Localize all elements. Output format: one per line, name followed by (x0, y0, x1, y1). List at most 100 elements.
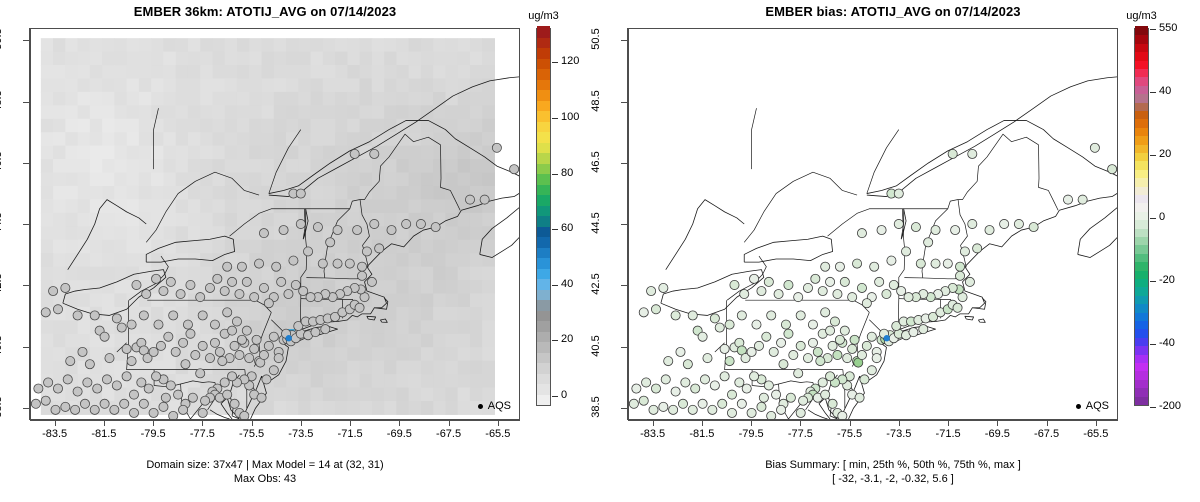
aqs-site-marker[interactable] (866, 331, 877, 342)
aqs-site-marker[interactable] (219, 377, 230, 388)
aqs-site-marker[interactable] (344, 258, 355, 269)
aqs-site-marker[interactable] (888, 280, 899, 290)
aqs-site-marker[interactable] (195, 368, 206, 379)
aqs-site-marker[interactable] (984, 225, 995, 236)
aqs-site-marker[interactable] (651, 383, 661, 394)
aqs-site-marker[interactable] (168, 410, 179, 419)
aqs-site-marker[interactable] (700, 374, 710, 385)
aqs-site-marker[interactable] (825, 325, 836, 336)
aqs-site-marker[interactable] (763, 276, 774, 287)
aqs-site-marker[interactable] (629, 398, 639, 409)
aqs-site-marker[interactable] (773, 289, 784, 300)
aqs-site-marker[interactable] (660, 374, 671, 385)
aqs-site-marker[interactable] (910, 222, 921, 233)
aqs-site-marker[interactable] (293, 321, 304, 332)
aqs-site-marker[interactable] (923, 237, 934, 248)
aqs-site-marker[interactable] (825, 276, 836, 287)
aqs-site-marker[interactable] (142, 353, 153, 364)
aqs-site-marker[interactable] (646, 286, 657, 297)
aqs-site-marker[interactable] (217, 356, 228, 367)
aqs-site-marker[interactable] (896, 286, 907, 297)
aqs-site-marker[interactable] (479, 194, 490, 205)
aqs-site-marker[interactable] (874, 276, 885, 287)
aqs-site-marker[interactable] (121, 343, 132, 354)
aqs-site-marker[interactable] (236, 334, 247, 345)
aqs-site-marker[interactable] (771, 389, 782, 400)
aqs-site-marker[interactable] (854, 392, 865, 403)
aqs-site-marker[interactable] (244, 353, 255, 364)
aqs-site-marker[interactable] (837, 410, 848, 419)
aqs-site-marker[interactable] (136, 377, 147, 388)
aqs-site-marker[interactable] (330, 311, 341, 322)
aqs-site-marker[interactable] (197, 340, 208, 351)
aqs-site-marker[interactable] (663, 356, 674, 367)
aqs-site-marker[interactable] (195, 292, 206, 303)
map-plot-bias[interactable]: AQS (628, 28, 1118, 420)
aqs-site-marker[interactable] (261, 374, 272, 385)
aqs-site-marker[interactable] (151, 371, 162, 382)
aqs-site-marker[interactable] (168, 310, 179, 321)
aqs-site-marker[interactable] (234, 350, 245, 361)
aqs-site-marker[interactable] (631, 383, 642, 394)
aqs-site-marker[interactable] (918, 324, 929, 335)
aqs-site-marker[interactable] (891, 321, 902, 332)
aqs-site-marker[interactable] (1063, 194, 1073, 205)
aqs-site-marker[interactable] (847, 343, 858, 354)
aqs-site-marker[interactable] (834, 334, 845, 345)
aqs-site-marker[interactable] (222, 307, 233, 318)
aqs-site-marker[interactable] (212, 273, 223, 284)
aqs-site-marker[interactable] (158, 286, 169, 297)
aqs-site-marker[interactable] (690, 383, 701, 394)
aqs-site-marker[interactable] (903, 292, 914, 303)
aqs-site-marker[interactable] (1077, 194, 1088, 205)
aqs-site-marker[interactable] (163, 331, 174, 342)
aqs-site-marker[interactable] (901, 246, 912, 257)
aqs-site-marker[interactable] (942, 258, 953, 269)
aqs-site-marker[interactable] (60, 401, 71, 412)
aqs-site-marker[interactable] (48, 286, 59, 297)
aqs-site-marker[interactable] (753, 340, 764, 351)
aqs-site-marker[interactable] (817, 286, 828, 297)
aqs-site-marker[interactable] (187, 392, 198, 403)
aqs-site-marker[interactable] (325, 237, 336, 248)
aqs-site-marker[interactable] (182, 319, 193, 330)
aqs-site-marker[interactable] (491, 142, 502, 153)
aqs-site-marker[interactable] (185, 328, 196, 339)
aqs-site-marker[interactable] (79, 398, 90, 409)
aqs-site-marker[interactable] (197, 310, 208, 321)
aqs-site-marker[interactable] (357, 261, 368, 272)
aqs-site-marker[interactable] (761, 331, 772, 342)
aqs-site-marker[interactable] (102, 374, 112, 385)
aqs-site-marker[interactable] (869, 261, 880, 272)
aqs-site-marker[interactable] (374, 243, 385, 254)
aqs-site-marker[interactable] (876, 225, 887, 236)
aqs-site-marker[interactable] (227, 325, 238, 336)
aqs-site-marker[interactable] (214, 346, 225, 357)
aqs-site-marker[interactable] (263, 340, 274, 351)
aqs-site-marker[interactable] (121, 371, 132, 382)
aqs-site-marker[interactable] (1107, 164, 1117, 175)
aqs-site-marker[interactable] (82, 377, 93, 388)
aqs-site-marker[interactable] (709, 313, 720, 324)
aqs-site-marker[interactable] (955, 261, 966, 272)
aqs-site-marker[interactable] (116, 322, 127, 333)
aqs-site-marker[interactable] (746, 407, 757, 418)
aqs-site-marker[interactable] (141, 289, 152, 300)
aqs-site-marker[interactable] (871, 353, 882, 364)
aqs-site-marker[interactable] (724, 356, 735, 367)
aqs-site-marker[interactable] (178, 404, 189, 415)
aqs-site-marker[interactable] (832, 350, 843, 361)
aqs-site-marker[interactable] (178, 337, 189, 348)
aqs-site-marker[interactable] (807, 337, 818, 348)
aqs-site-marker[interactable] (668, 404, 679, 415)
aqs-site-marker[interactable] (741, 383, 752, 394)
aqs-site-marker[interactable] (128, 389, 139, 400)
aqs-site-marker[interactable] (827, 398, 838, 409)
aqs-site-marker[interactable] (72, 310, 83, 321)
aqs-site-marker[interactable] (734, 377, 745, 388)
aqs-site-marker[interactable] (273, 353, 284, 364)
aqs-site-marker[interactable] (366, 276, 377, 287)
aqs-site-marker[interactable] (258, 282, 269, 293)
aqs-site-marker[interactable] (509, 164, 519, 175)
aqs-site-marker[interactable] (739, 289, 750, 300)
